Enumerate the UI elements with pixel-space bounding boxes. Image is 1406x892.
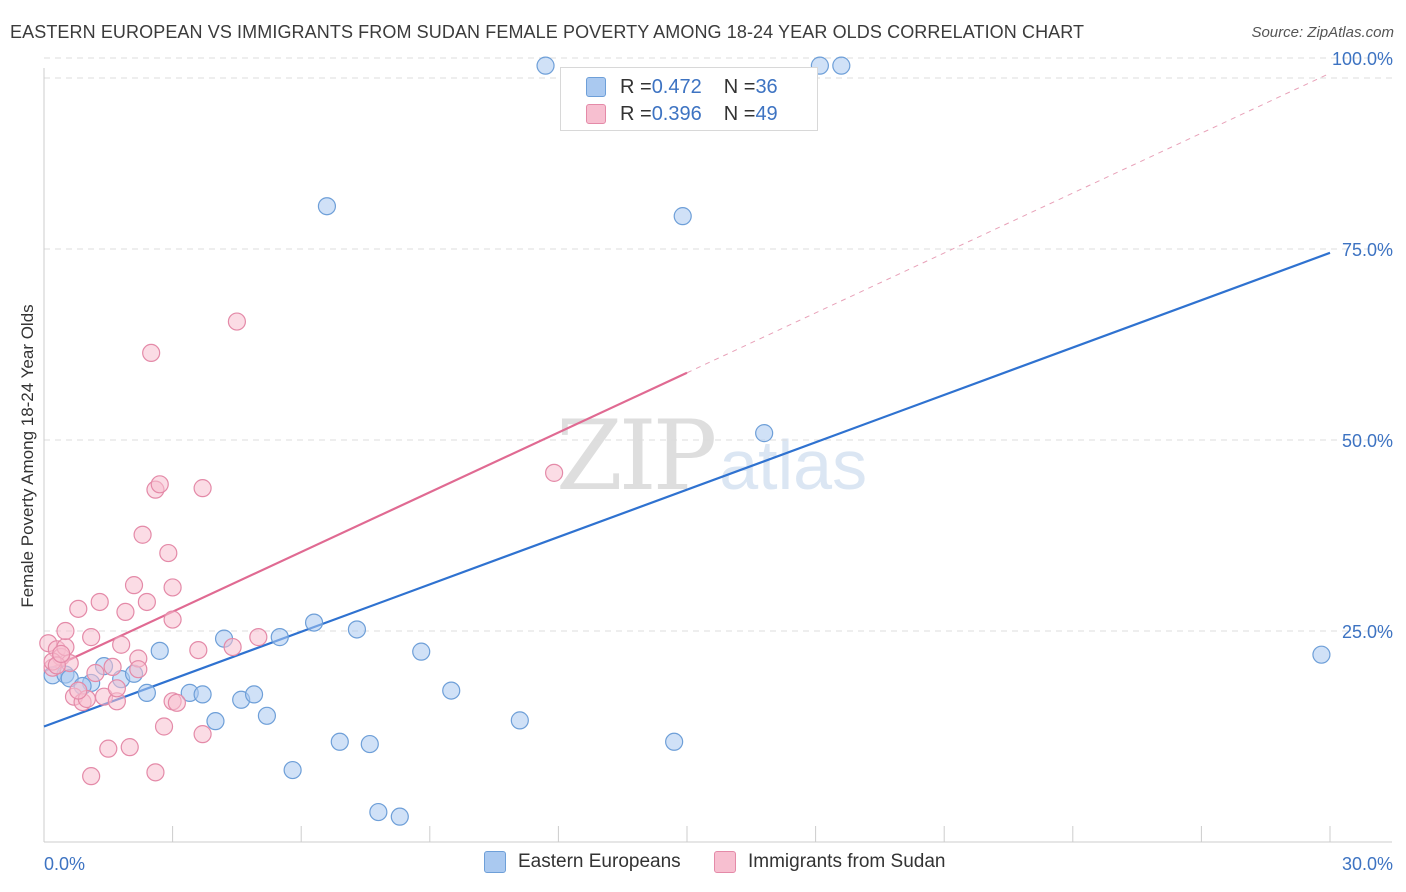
n-value: 36 (755, 75, 778, 98)
data-point (129, 660, 148, 679)
data-point (112, 635, 131, 654)
data-point (283, 760, 302, 780)
data-point (270, 628, 289, 647)
n-label: N = (723, 102, 756, 125)
data-point (257, 706, 277, 725)
data-point (304, 613, 324, 632)
n-label: N = (723, 75, 756, 98)
legend-item-immigrants-from-sudan[interactable]: Immigrants from Sudan (714, 851, 945, 873)
legend-swatch-pink (714, 851, 736, 873)
data-point (86, 663, 105, 683)
r-label: R = (620, 75, 652, 98)
data-point (193, 725, 212, 744)
x-tick-label: 30.0% (1342, 854, 1393, 874)
x-tick-label: 0.0% (44, 854, 85, 874)
data-point (206, 712, 225, 731)
data-point (193, 685, 212, 704)
data-point (52, 644, 71, 664)
axes (43, 68, 1392, 843)
n-value: 49 (755, 102, 778, 125)
r-value: 0.472 (651, 75, 702, 98)
data-point (137, 592, 156, 612)
data-point (133, 525, 152, 544)
source-credit: Source: ZipAtlas.com (1251, 24, 1394, 41)
data-point (510, 711, 529, 730)
data-point (167, 693, 186, 712)
gridlines (44, 57, 1392, 632)
legend-swatch-pink (586, 104, 606, 124)
data-point (124, 576, 144, 595)
data-point (150, 475, 169, 494)
data-point (317, 197, 337, 216)
regression-extension-line (686, 72, 1331, 374)
watermark-zip: ZIP (556, 400, 717, 512)
data-point (193, 479, 212, 498)
correlation-legend: R = 0.472 N = 36 R = 0.396 N = 49 (560, 67, 818, 131)
data-point (69, 681, 88, 700)
data-point (249, 628, 268, 647)
data-point (146, 763, 165, 782)
legend-label: Eastern Europeans (518, 851, 681, 872)
r-value: 0.396 (651, 102, 702, 125)
data-point (442, 681, 461, 700)
data-point (163, 610, 182, 629)
series-legend: Eastern Europeans Immigrants from Sudan (0, 851, 1406, 879)
data-point (665, 732, 684, 751)
data-point (390, 807, 409, 826)
data-point (82, 767, 101, 786)
regression-line (43, 371, 688, 673)
data-points (39, 56, 1331, 826)
legend-row-eastern-europeans: R = 0.472 N = 36 (586, 74, 778, 100)
data-point (154, 717, 174, 736)
data-point (536, 56, 555, 75)
data-point (189, 640, 208, 660)
data-point (69, 599, 88, 618)
data-point (56, 621, 75, 641)
data-point (545, 463, 564, 482)
data-point (116, 602, 135, 622)
r-label: R = (620, 102, 652, 125)
data-point (244, 685, 264, 704)
data-point (360, 734, 379, 754)
data-point (369, 802, 388, 822)
data-point (90, 592, 109, 612)
data-point (223, 637, 242, 657)
watermark-atlas: atlas (719, 426, 868, 504)
data-point (163, 578, 182, 597)
data-point (347, 620, 367, 639)
y-tick-label: 50.0% (1342, 431, 1393, 451)
data-point (159, 543, 178, 563)
watermark: ZIPatlas (556, 400, 867, 512)
regression-lines (43, 72, 1331, 728)
data-point (103, 657, 122, 677)
data-point (107, 679, 126, 698)
data-point (82, 628, 101, 647)
data-point (832, 56, 851, 75)
data-point (137, 683, 156, 702)
data-point (142, 343, 161, 363)
legend-label: Immigrants from Sudan (748, 851, 946, 872)
data-point (330, 732, 349, 751)
data-point (99, 739, 118, 758)
legend-row-immigrants-from-sudan: R = 0.396 N = 49 (586, 101, 778, 127)
y-tick-label: 25.0% (1342, 622, 1393, 642)
data-point (227, 312, 246, 331)
legend-swatch-blue (586, 77, 606, 97)
legend-swatch-blue (484, 851, 506, 873)
data-point (755, 424, 774, 443)
data-point (673, 207, 692, 226)
y-tick-label: 75.0% (1342, 240, 1393, 260)
data-point (120, 738, 139, 757)
data-point (412, 642, 431, 661)
tick-labels: 25.0% 50.0% 75.0% 100.0% 0.0% 30.0% (44, 49, 1393, 874)
data-point (150, 641, 169, 660)
data-point (1312, 645, 1331, 664)
regression-line (43, 251, 1331, 728)
y-tick-label: 100.0% (1332, 49, 1393, 69)
legend-item-eastern-europeans[interactable]: Eastern Europeans (484, 851, 681, 873)
chart-title: EASTERN EUROPEAN VS IMMIGRANTS FROM SUDA… (10, 22, 1085, 42)
